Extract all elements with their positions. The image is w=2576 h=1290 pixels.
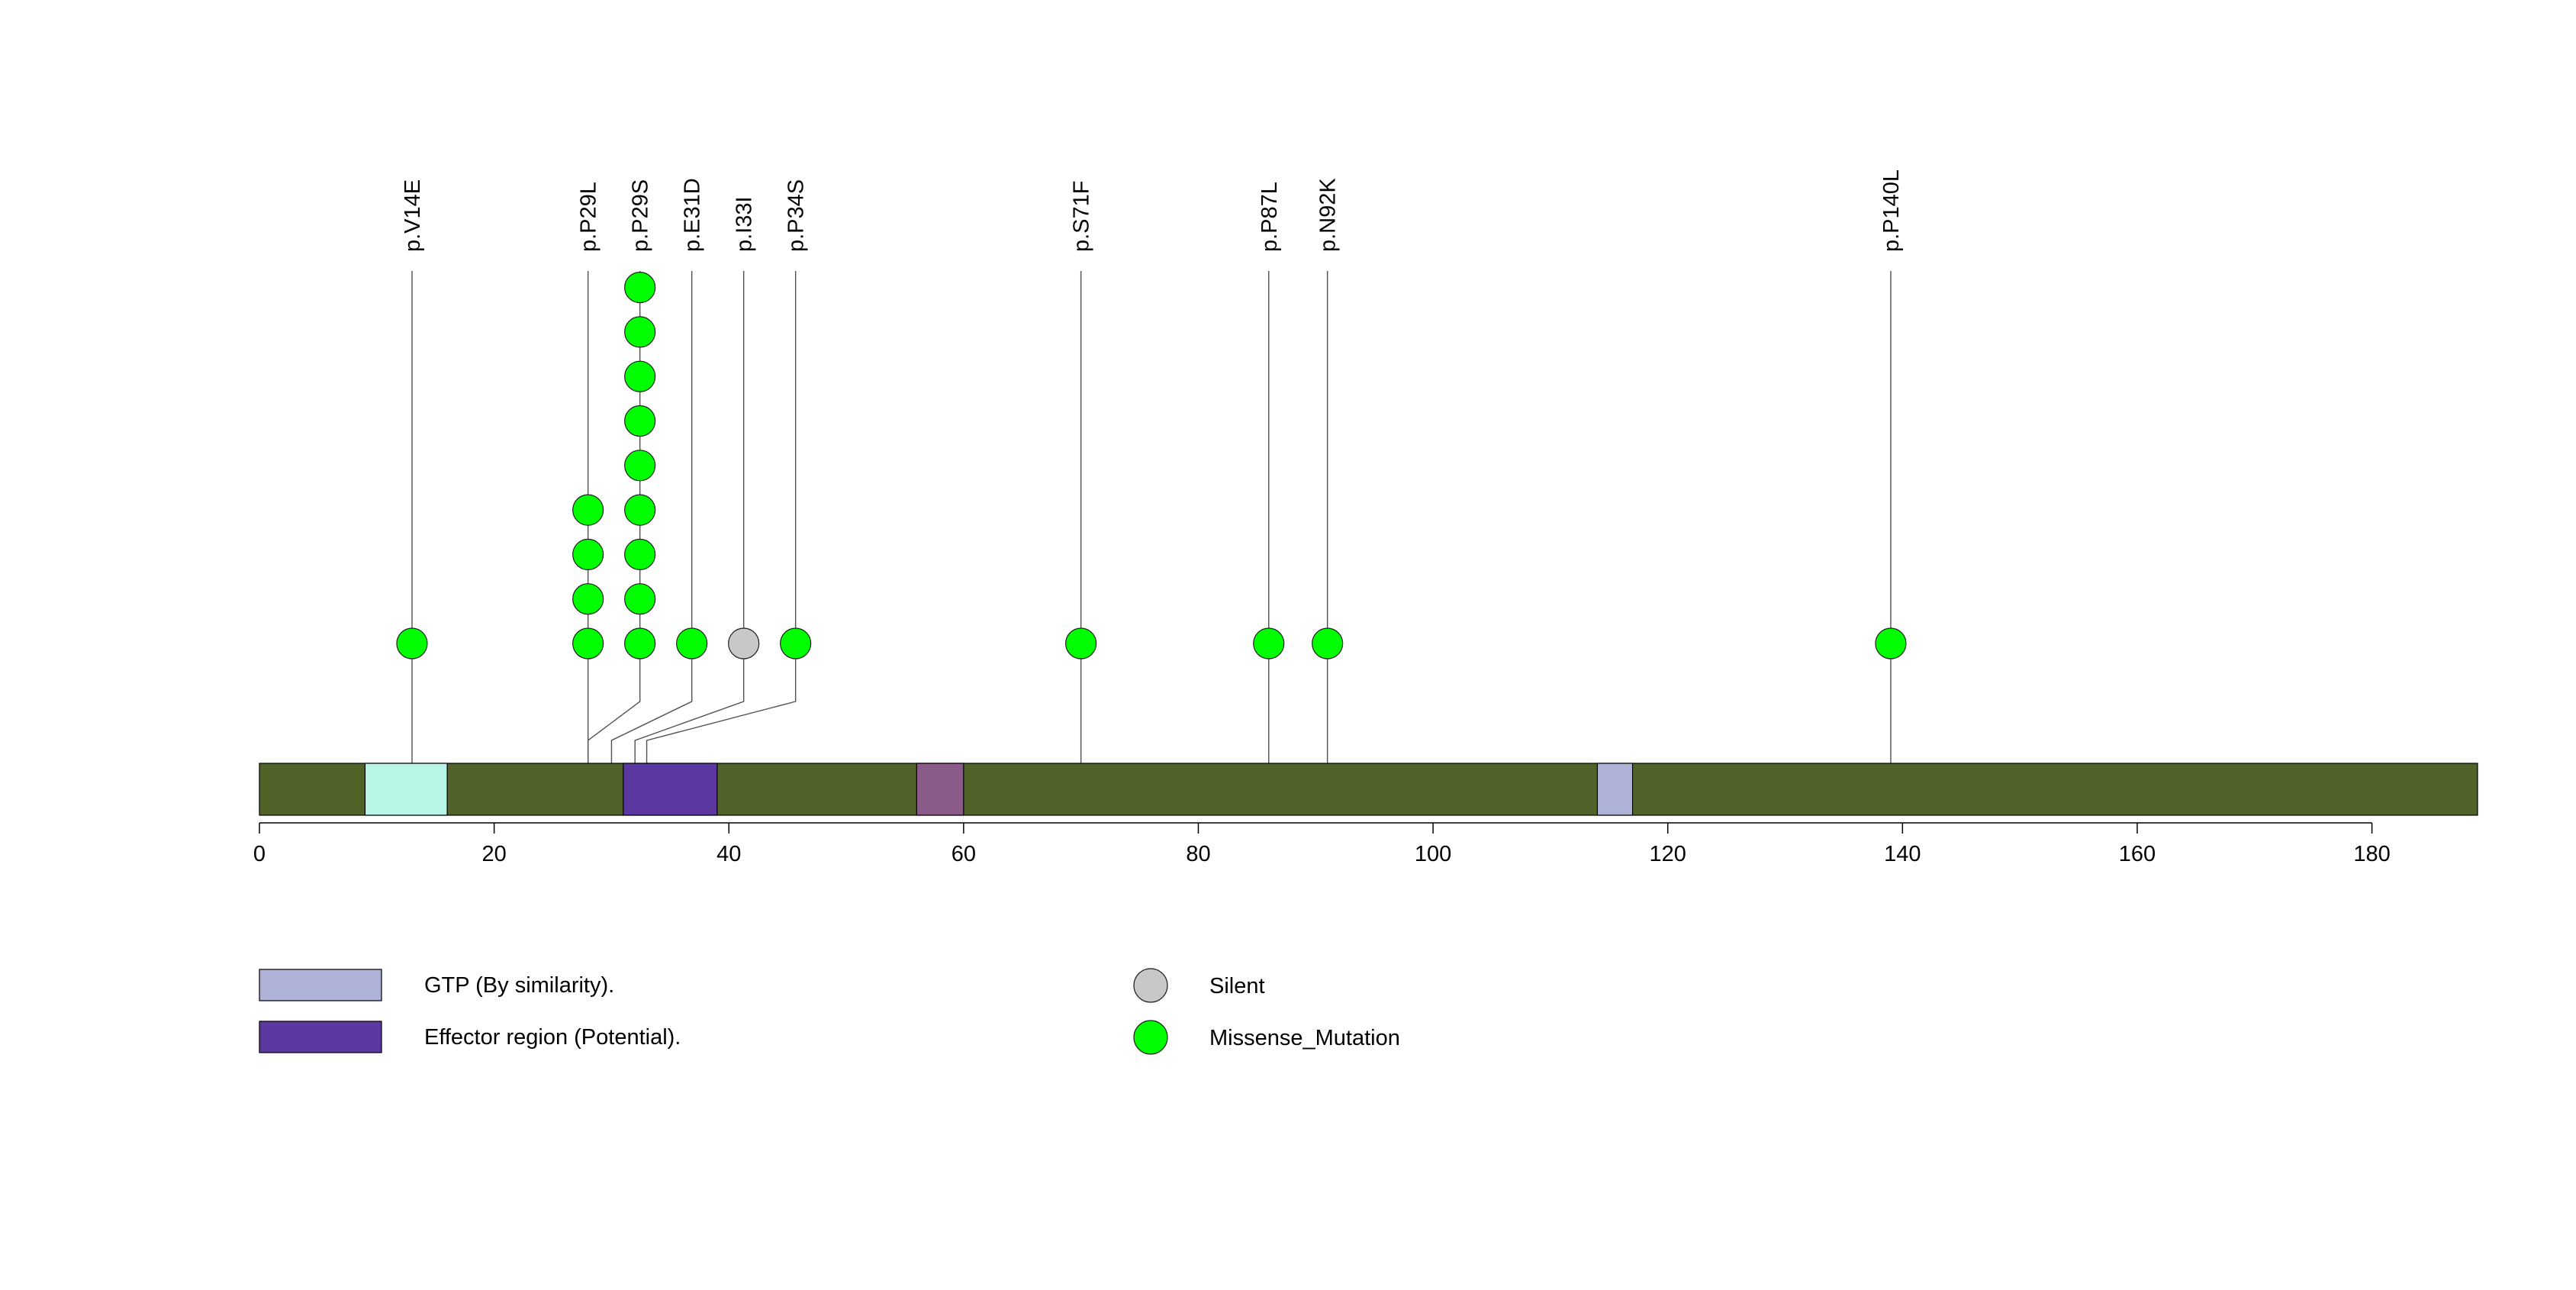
x-tick-label: 20 [481,842,506,866]
mutation-dot [1312,627,1344,660]
mutation-dot [572,538,604,571]
mutation-label: p.P29S [629,179,653,252]
mutation-dot [624,450,656,482]
legend-domain-swatch [259,969,382,1001]
mutation-label: p.N92K [1316,178,1341,252]
mutation-labels: p.V14E p.P29L p.P29S p.E31D p.I33I p.P34S p.S7… [401,169,1904,252]
domain-block [364,763,448,816]
mutation-label: p.P140L [1879,169,1904,252]
mutation-dot [572,627,604,660]
mutation-dot [572,583,604,615]
x-tick-label: 160 [2119,842,2156,866]
x-tick-label: 40 [716,842,741,866]
mutation-dot [624,583,656,615]
mutation-dot [1065,627,1097,660]
mutation-dot [624,494,656,526]
mutation-dot [728,627,760,660]
mutation-dot [624,405,656,437]
mutation-label: p.P29L [577,182,601,252]
mutation-label: p.E31D [681,178,705,252]
mutation-stem [634,271,745,815]
domain-block [1596,763,1634,816]
legend-mutation-label: Silent [1209,974,1265,998]
mutation-label: p.S71F [1070,181,1094,253]
domain-block [916,763,964,816]
mutation-dot [624,272,656,304]
mutation-dot [1253,627,1285,660]
x-tick-label: 0 [253,842,266,866]
legend-domain-label: GTP (By similarity). [424,973,614,998]
mutation-label: p.P87L [1257,182,1282,252]
x-axis: 0 20 40 60 80 100 120 140 160 180 [253,822,2391,866]
x-tick-label: 80 [1186,842,1210,866]
mutation-dot [780,627,812,660]
legend-domain-label: Effector region (Potential). [424,1025,681,1050]
legend-mutation-label: Missense_Mutation [1209,1026,1400,1050]
protein-backbone [259,763,2478,816]
mutation-dot [624,538,656,571]
mutation-label: p.P34S [784,179,809,252]
mutation-dot [624,627,656,660]
mutation-stem [610,271,693,815]
mutation-dot [1875,627,1907,660]
x-tick-label: 60 [952,842,976,866]
mutation-dot [624,316,656,348]
x-tick-label: 120 [1650,842,1686,866]
mutation-dot [396,627,428,660]
protein-backbone-layer [259,763,2478,816]
legend-mutation-dot [1133,968,1168,1003]
mutation-stems [411,271,1892,815]
mutation-dot [572,494,604,526]
mutation-label: p.V14E [401,179,425,252]
mutation-dot [676,627,708,660]
mutation-dot [624,360,656,392]
x-tick-label: 180 [2353,842,2390,866]
legend-domain-swatch [259,1021,382,1053]
x-tick-label: 140 [1884,842,1921,866]
legend: GTP (By similarity). Effector region (Pot… [259,968,1400,1055]
domain-block [623,763,718,816]
legend-mutation-dot [1133,1020,1168,1055]
x-tick-label: 100 [1415,842,1451,866]
mutation-stem [646,271,797,815]
mutation-dots [396,272,1907,660]
mutation-label: p.I33I [733,196,757,252]
